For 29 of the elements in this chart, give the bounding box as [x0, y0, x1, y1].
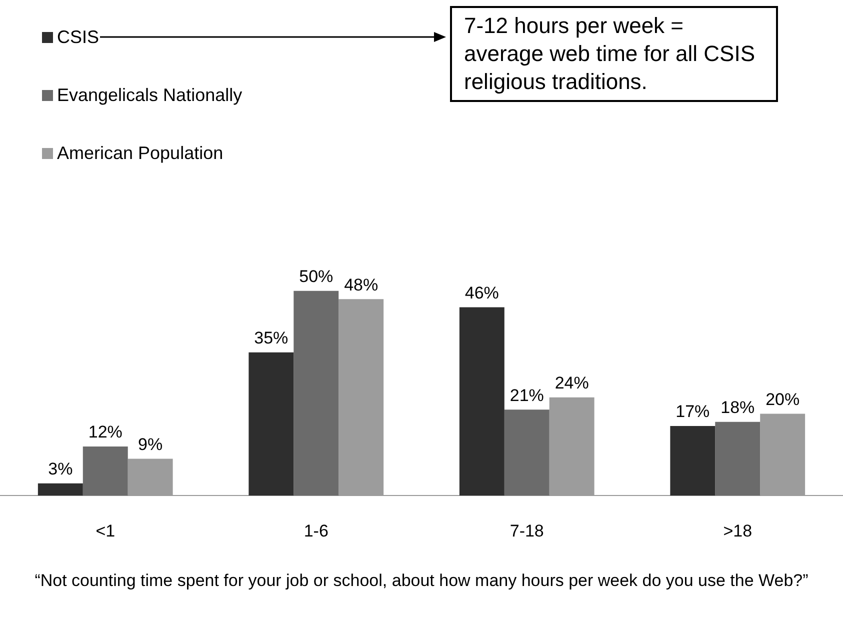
legend-label: CSIS — [57, 26, 100, 48]
legend-label: Evangelicals Nationally — [57, 84, 242, 106]
data-label: 20% — [766, 390, 800, 409]
data-label: 46% — [464, 283, 499, 302]
legend-label: American Population — [57, 142, 224, 164]
data-label: 18% — [720, 398, 755, 418]
data-label: 17% — [676, 402, 710, 422]
x-tick-label: 7-18 — [510, 521, 544, 540]
data-label: 35% — [254, 328, 288, 348]
bar — [294, 290, 339, 496]
data-label: 12% — [88, 422, 122, 442]
data-label: 50% — [299, 267, 334, 286]
x-tick-label: 1-6 — [304, 521, 328, 540]
bar — [82, 446, 128, 496]
data-label: 3% — [48, 460, 73, 479]
bar — [248, 352, 294, 496]
x-axis-title: “Not counting time spent for your job or school, about how many hours per week do you use the Web?” — [34, 570, 810, 592]
data-label: 9% — [138, 434, 163, 454]
data-label: 21% — [510, 386, 544, 405]
bar — [459, 307, 504, 496]
bar — [504, 410, 550, 496]
bar — [38, 483, 83, 496]
x-tick-label: <1 — [96, 521, 116, 540]
data-label: 48% — [344, 275, 378, 294]
data-label: 24% — [554, 374, 589, 393]
bar — [670, 426, 716, 496]
text: 7-12 hours per week = average web time for all CSIS religious traditions. — [450, 6, 778, 102]
bar — [715, 422, 760, 496]
x-tick-label: >18 — [723, 521, 752, 540]
